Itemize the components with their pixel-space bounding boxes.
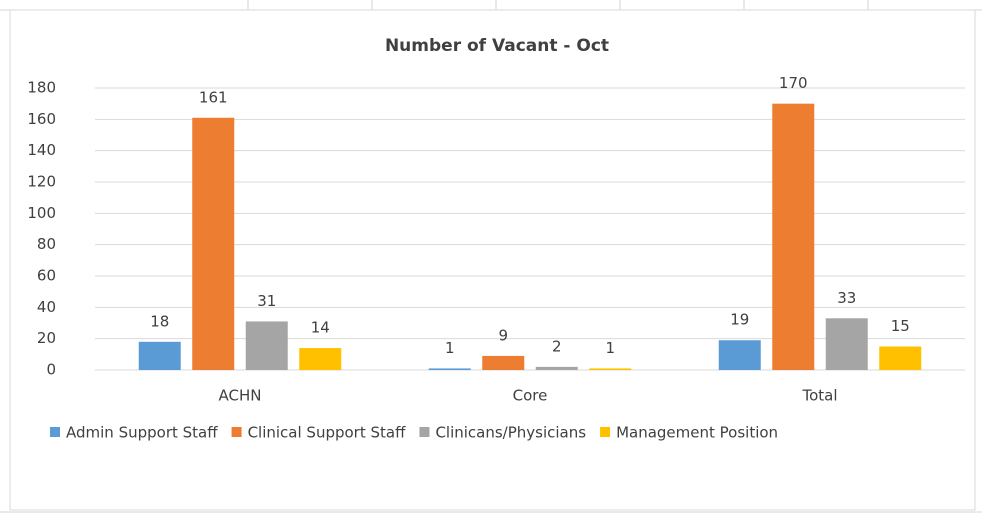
data-label: 19 bbox=[730, 311, 749, 329]
bar bbox=[138, 341, 181, 370]
chart-title: Number of Vacant - Oct bbox=[385, 36, 609, 56]
y-tick-label: 140 bbox=[27, 141, 56, 159]
y-tick-label: 180 bbox=[27, 79, 56, 97]
y-tick-label: 60 bbox=[37, 267, 56, 285]
bar bbox=[589, 368, 632, 370]
y-tick-label: 120 bbox=[27, 173, 56, 191]
y-tick-label: 0 bbox=[46, 361, 56, 379]
bar bbox=[718, 340, 761, 370]
y-tick-label: 100 bbox=[27, 204, 56, 222]
y-tick-label: 20 bbox=[37, 329, 56, 347]
bar bbox=[192, 117, 235, 371]
data-label: 15 bbox=[891, 317, 910, 335]
bar bbox=[535, 366, 578, 370]
legend-label: Admin Support Staff bbox=[66, 424, 218, 442]
bar bbox=[428, 368, 471, 370]
bar bbox=[482, 355, 525, 370]
data-label: 9 bbox=[498, 326, 508, 344]
data-label: 161 bbox=[199, 88, 228, 106]
legend-swatch bbox=[600, 427, 611, 437]
bar bbox=[825, 318, 868, 370]
data-label: 18 bbox=[150, 312, 169, 330]
y-tick-label: 160 bbox=[27, 110, 56, 128]
legend: Admin Support Staff Clinical Support Staf… bbox=[50, 424, 778, 442]
bar bbox=[299, 348, 342, 370]
x-tick-label: Total bbox=[801, 387, 837, 405]
legend-label: Clinicans/Physicians bbox=[435, 424, 586, 442]
data-label: 2 bbox=[552, 337, 562, 355]
legend-swatch bbox=[419, 427, 430, 437]
data-label: 1 bbox=[445, 339, 455, 357]
data-label: 14 bbox=[311, 319, 330, 337]
data-label: 33 bbox=[837, 289, 856, 307]
legend-swatch bbox=[231, 427, 242, 437]
x-tick-label: Core bbox=[513, 387, 548, 405]
x-tick-label: ACHN bbox=[219, 387, 262, 405]
data-label: 170 bbox=[779, 74, 808, 92]
data-label: 31 bbox=[257, 292, 276, 310]
bar bbox=[772, 103, 815, 371]
y-tick-label: 40 bbox=[37, 298, 56, 316]
data-label: 1 bbox=[605, 339, 615, 357]
y-tick-label: 80 bbox=[37, 235, 56, 253]
legend-label: Management Position bbox=[616, 424, 778, 442]
legend-label: Clinical Support Staff bbox=[248, 424, 407, 442]
bar bbox=[879, 346, 922, 370]
bar bbox=[245, 321, 288, 370]
legend-swatch bbox=[50, 427, 60, 437]
